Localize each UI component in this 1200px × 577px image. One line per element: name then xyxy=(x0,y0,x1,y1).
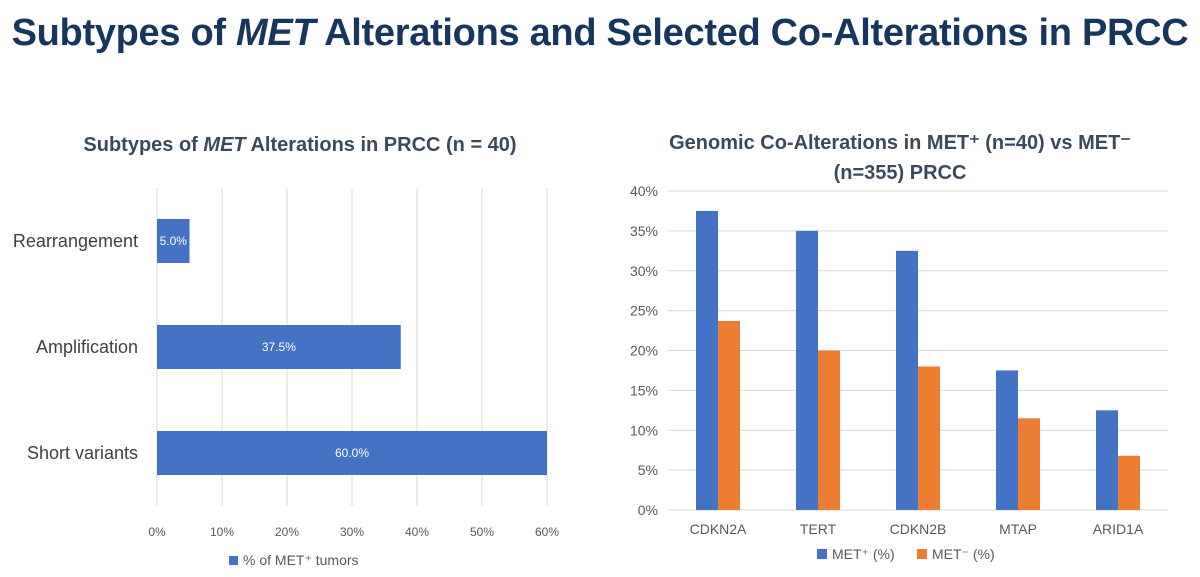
met-subtypes-title-em: MET xyxy=(203,134,246,156)
legend-swatch-met-pos xyxy=(229,556,238,565)
category-label: CDKN2A xyxy=(690,521,747,537)
category-label: Short variants xyxy=(27,443,138,463)
co-alterations-chart-title: Genomic Co-Alterations in MET⁺ (n=40) vs… xyxy=(600,128,1200,188)
met-subtypes-bar-chart: 0% 10% 20% 30% 40% 50% 60% Rearrangement 5.0% Amp… xyxy=(13,188,559,568)
co-alterations-bar-chart: 0% 5% 10% 15% 20% 25% 30% 35% 40% CDKN2A TERT CDKN2… xyxy=(630,183,1168,562)
x-tick-label: 0% xyxy=(148,525,166,539)
data-label: 37.5% xyxy=(262,340,296,354)
bar-met-pos xyxy=(996,370,1018,510)
x-tick-label: 30% xyxy=(340,525,364,539)
legend-label-met-pos: % of MET⁺ tumors xyxy=(243,552,359,568)
met-subtypes-chart-title: Subtypes of MET Alterations in PRCC (n =… xyxy=(0,130,600,160)
legend-label-met-pos: MET⁺ (%) xyxy=(832,546,895,562)
y-tick-label: 15% xyxy=(630,382,658,398)
category-label: Amplification xyxy=(36,337,138,357)
legend-label-met-neg: MET⁻ (%) xyxy=(932,546,995,562)
bar-met-pos xyxy=(1096,410,1118,510)
y-tick-label: 5% xyxy=(638,462,658,478)
category-label: Rearrangement xyxy=(13,231,138,251)
bar xyxy=(157,219,190,263)
bar-met-neg xyxy=(718,320,740,510)
slide-title-suffix: Alterations and Selected Co-Alterations … xyxy=(315,12,1189,54)
data-label: 60.0% xyxy=(335,446,369,460)
bar-met-neg xyxy=(818,350,840,510)
bar-met-pos xyxy=(696,210,718,510)
y-tick-label: 35% xyxy=(630,223,658,239)
category-label: TERT xyxy=(800,521,837,537)
y-tick-label: 30% xyxy=(630,263,658,279)
co-alterations-title-line2: (n=355) PRCC xyxy=(833,162,967,184)
met-subtypes-title-suffix: Alterations in PRCC (n = 40) xyxy=(245,134,517,156)
x-tick-label: 60% xyxy=(535,525,559,539)
co-alterations-title-line1: Genomic Co-Alterations in MET⁺ (n=40) vs… xyxy=(669,132,1131,154)
met-subtypes-chart-panel: Subtypes of MET Alterations in PRCC (n =… xyxy=(0,118,600,572)
y-tick-label: 40% xyxy=(630,183,658,199)
category-label: MTAP xyxy=(999,521,1037,537)
met-subtypes-title-prefix: Subtypes of xyxy=(83,134,204,156)
bar-met-neg xyxy=(918,366,940,510)
y-tick-label: 10% xyxy=(630,422,658,438)
bar-met-neg xyxy=(1118,455,1140,510)
data-label: 5.0% xyxy=(160,234,188,248)
x-tick-label: 20% xyxy=(275,525,299,539)
y-tick-label: 20% xyxy=(630,343,658,359)
y-tick-label: 25% xyxy=(630,303,658,319)
slide-title: Subtypes of MET Alterations and Selected… xyxy=(0,12,1200,55)
bar-met-pos xyxy=(796,230,818,510)
bar xyxy=(157,431,547,475)
y-tick-label: 0% xyxy=(638,502,658,518)
legend-swatch-met-neg xyxy=(917,549,927,559)
co-alterations-chart-panel: Genomic Co-Alterations in MET⁺ (n=40) vs… xyxy=(600,118,1200,572)
x-tick-label: 50% xyxy=(470,525,494,539)
bar xyxy=(157,325,401,369)
legend-swatch-met-pos xyxy=(817,549,827,559)
bar-met-pos xyxy=(896,250,918,510)
category-label: CDKN2B xyxy=(890,521,947,537)
x-tick-label: 40% xyxy=(405,525,429,539)
slide-title-em: MET xyxy=(236,12,316,54)
category-label: ARID1A xyxy=(1093,521,1144,537)
slide-title-prefix: Subtypes of xyxy=(11,12,236,54)
bar-met-neg xyxy=(1018,418,1040,510)
x-tick-label: 10% xyxy=(210,525,234,539)
